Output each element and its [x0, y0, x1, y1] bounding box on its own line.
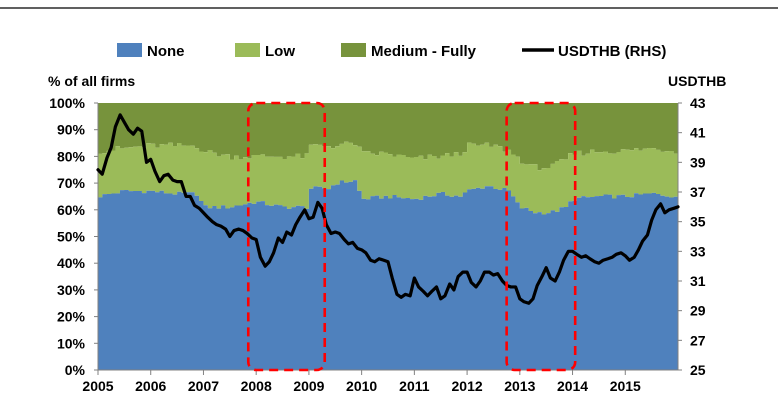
legend-swatch — [117, 43, 142, 57]
left-tick-label: 90% — [57, 122, 86, 138]
right-tick-label: 41 — [690, 125, 706, 141]
left-tick-label: 40% — [57, 255, 86, 271]
left-tick-label: 20% — [57, 309, 86, 325]
right-tick-label: 35 — [690, 214, 706, 230]
x-tick-label: 2006 — [135, 378, 166, 394]
legend-swatch — [341, 43, 366, 57]
x-tick-label: 2009 — [293, 378, 324, 394]
x-tick-label: 2011 — [399, 378, 430, 394]
left-tick-label: 0% — [65, 362, 86, 378]
x-tick-label: 2008 — [241, 378, 272, 394]
legend-swatch — [235, 43, 260, 57]
area-none — [98, 180, 678, 370]
right-axis-title: USDTHB — [668, 73, 726, 89]
x-tick-label: 2007 — [188, 378, 219, 394]
left-axis-title: % of all firms — [48, 73, 135, 89]
right-tick-label: 27 — [690, 332, 706, 348]
left-tick-label: 10% — [57, 335, 86, 351]
x-tick-label: 2015 — [610, 378, 641, 394]
plot-area: 0% 10% 20% 30% 40% 50% 60% 70% 80% 90% 100% 25 27 29 3… — [49, 95, 706, 394]
right-tick-label: 39 — [690, 154, 706, 170]
legend-label: Medium - Fully — [371, 43, 477, 60]
right-tick-label: 43 — [690, 95, 706, 111]
right-tick-label: 33 — [690, 243, 706, 259]
left-tick-label: 100% — [49, 95, 85, 111]
legend-label: USDTHB (RHS) — [558, 43, 666, 60]
left-tick-label: 50% — [57, 229, 86, 245]
left-tick-label: 80% — [57, 148, 86, 164]
area-low — [98, 141, 678, 215]
x-tick-label: 2010 — [346, 378, 377, 394]
x-tick-label: 2012 — [452, 378, 483, 394]
left-tick-label: 30% — [57, 282, 86, 298]
usdthb-line — [96, 113, 680, 305]
left-tick-label: 70% — [57, 175, 86, 191]
left-tick-label: 60% — [57, 202, 86, 218]
legend-item: Low — [235, 43, 295, 60]
x-tick-label: 2005 — [82, 378, 113, 394]
legend-item: USDTHB (RHS) — [522, 43, 666, 60]
legend-label: Low — [265, 43, 295, 60]
legend-item: None — [117, 43, 185, 60]
x-tick-label: 2014 — [557, 378, 588, 394]
legend-item: Medium - Fully — [341, 43, 477, 60]
legend-label: None — [147, 43, 185, 60]
x-tick-label: 2013 — [504, 378, 535, 394]
area-medium-fully — [98, 103, 678, 171]
legend: None Low Medium - Fully USDTHB (RHS) — [117, 43, 666, 60]
highlight-box — [246, 101, 327, 372]
right-tick-label: 25 — [690, 362, 706, 378]
right-tick-label: 29 — [690, 303, 706, 319]
right-tick-label: 31 — [690, 273, 706, 289]
right-tick-label: 37 — [690, 184, 706, 200]
